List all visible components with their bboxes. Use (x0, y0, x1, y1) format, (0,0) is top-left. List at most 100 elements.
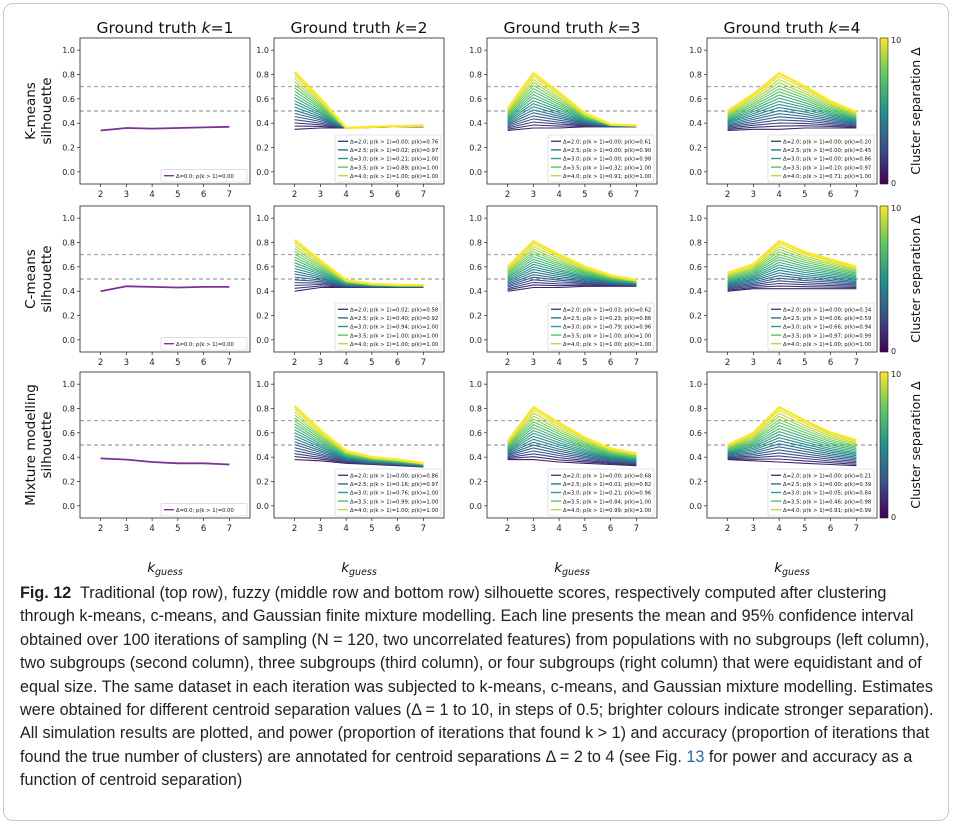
series-line (507, 274, 637, 286)
y-tick-label: 0.0 (689, 336, 702, 345)
legend-entry: Δ=3.0; p(k > 1)=0.94; p(k)=1.00 (350, 325, 439, 331)
legend-entry: Δ=4.0; p(k > 1)=1.00; p(k)=1.00 (350, 174, 439, 180)
x-tick-label: 4 (556, 190, 561, 200)
legend-entry: Δ=2.5; p(k > 1)=0.40; p(k)=0.92 (350, 316, 438, 322)
y-tick-label: 0.2 (689, 478, 702, 487)
x-tick-label: 3 (318, 190, 323, 200)
y-tick-label: 0.0 (469, 168, 482, 177)
x-tick-label: 7 (854, 190, 859, 200)
legend-entry: Δ=3.5; p(k > 1)=1.00; p(k)=1.00 (350, 333, 439, 339)
series-line (726, 71, 857, 114)
y-tick-label: 0.8 (469, 71, 482, 80)
legend-entry: Δ=3.0; p(k > 1)=0.00; p(k)=0.86 (783, 157, 872, 163)
panel: 0.0 0.2 0.4 0.6 0.8 1.0 2 3 4 5 6 7 Δ=0.0; p(k > 1)=… (62, 37, 251, 200)
legend-entry: Δ=3.5; p(k > 1)=0.99; p(k)=1.00 (350, 499, 439, 505)
series-line (727, 259, 857, 281)
y-tick-label: 0.6 (256, 429, 269, 438)
panel: 0.0 0.2 0.4 0.6 0.8 1.0 2 3 4 5 6 7 Δ=2.0; p(k > 1)=… (469, 205, 658, 368)
y-tick-label: 0.0 (256, 336, 269, 345)
row-label: K-means silhouette (23, 77, 55, 144)
x-tick-label: 3 (318, 358, 323, 368)
y-tick-label: 1.0 (62, 214, 75, 223)
figure-13-link[interactable]: 13 (686, 747, 705, 766)
legend-entry: Δ=2.0; p(k > 1)=0.00; p(k)=0.68 (563, 474, 652, 480)
series-line (727, 459, 857, 467)
x-tick-label: 5 (369, 358, 374, 368)
legend-entry: Δ=3.5; p(k > 1)=0.89; p(k)=1.00 (350, 165, 439, 171)
x-tick-label: 5 (582, 190, 587, 200)
row-label-line: silhouette (39, 411, 55, 478)
legend-entry: Δ=3.0; p(k > 1)=0.05; p(k)=0.84 (783, 491, 872, 497)
y-tick-label: 0.8 (62, 405, 75, 414)
series-line (293, 239, 424, 287)
y-tick-label: 0.4 (689, 287, 702, 296)
series-group (727, 405, 857, 467)
series-line (507, 415, 637, 457)
series-line (100, 457, 230, 466)
series-group (100, 285, 230, 293)
legend-entry: Δ=3.0; p(k > 1)=0.76; p(k)=1.00 (350, 491, 439, 497)
series-line (727, 91, 857, 119)
x-tick-label: 4 (149, 190, 154, 200)
series-line (727, 415, 857, 448)
colorbar-label-group: Cluster separation Δ (908, 215, 923, 343)
series-line (727, 127, 857, 132)
legend-box (767, 302, 875, 351)
series-group (293, 239, 424, 292)
legend-entry: Δ=3.0; p(k > 1)=0.66; p(k)=0.94 (783, 325, 872, 331)
series-line (727, 405, 857, 447)
x-tick-label: 5 (175, 190, 180, 200)
x-tick-label: 5 (582, 358, 587, 368)
series-line (727, 446, 857, 460)
series-line (727, 119, 857, 128)
x-tick-label: 2 (98, 190, 103, 200)
series-line (507, 435, 637, 461)
series-line (294, 286, 424, 292)
row-label-line: Mixture modelling (23, 384, 39, 506)
row-label-line: silhouette (39, 77, 55, 144)
series-line (727, 75, 857, 114)
series-line (727, 245, 857, 276)
colorbar-min-label: 0 (891, 513, 896, 522)
y-tick-label: 0.8 (689, 71, 702, 80)
x-tick-label: 3 (751, 190, 756, 200)
panel: 0.0 0.2 0.4 0.6 0.8 1.0 2 3 4 5 6 7 Δ=2.0; p(k > 1)=… (256, 371, 445, 534)
legend-entry: Δ=4.0; p(k > 1)=0.71; p(k)=1.00 (783, 174, 872, 180)
legend-entry: Δ=2.0; p(k > 1)=0.00; p(k)=0.21 (783, 474, 871, 480)
y-tick-label: 0.4 (256, 119, 269, 128)
colorbar (879, 37, 889, 185)
x-tick-label: 6 (395, 524, 400, 534)
colorbar-label-group: Cluster separation Δ (908, 381, 923, 509)
x-tick-label: 6 (395, 358, 400, 368)
series-line (727, 285, 857, 291)
series-line (727, 409, 857, 447)
series-line (100, 285, 230, 293)
series-line (727, 81, 857, 116)
y-tick-label: 1.0 (62, 380, 75, 389)
legend-box (160, 503, 248, 517)
panel-frame (273, 371, 445, 519)
x-tick-label: 6 (608, 524, 613, 534)
x-tick-label: 5 (802, 358, 807, 368)
legend-entry: Δ=2.5; p(k > 1)=0.06; p(k)=0.59 (783, 316, 871, 322)
x-tick-label: 3 (531, 358, 536, 368)
x-tick-label: 7 (634, 524, 639, 534)
series-line (507, 279, 637, 288)
series-group (727, 239, 857, 292)
x-tick-label: 2 (505, 190, 510, 200)
x-tick-label: 7 (227, 190, 232, 200)
series-line (727, 275, 857, 287)
legend-entry: Δ=2.0; p(k > 1)=0.00; p(k)=0.34 (783, 308, 872, 314)
x-tick-label: 4 (556, 524, 561, 534)
x-tick-label: 6 (201, 524, 206, 534)
series-line (293, 71, 424, 130)
legend-entry: Δ=2.0; p(k > 1)=0.00; p(k)=0.20 (783, 140, 872, 146)
y-tick-label: 0.2 (689, 312, 702, 321)
panel-frame (79, 371, 251, 519)
series-line (727, 100, 857, 122)
legend-box (767, 134, 875, 183)
y-tick-label: 1.0 (469, 214, 482, 223)
series-line (727, 443, 857, 458)
panel-frame (79, 37, 251, 185)
legend-entry: Δ=3.0; p(k > 1)=0.00; p(k)=0.98 (563, 157, 652, 163)
